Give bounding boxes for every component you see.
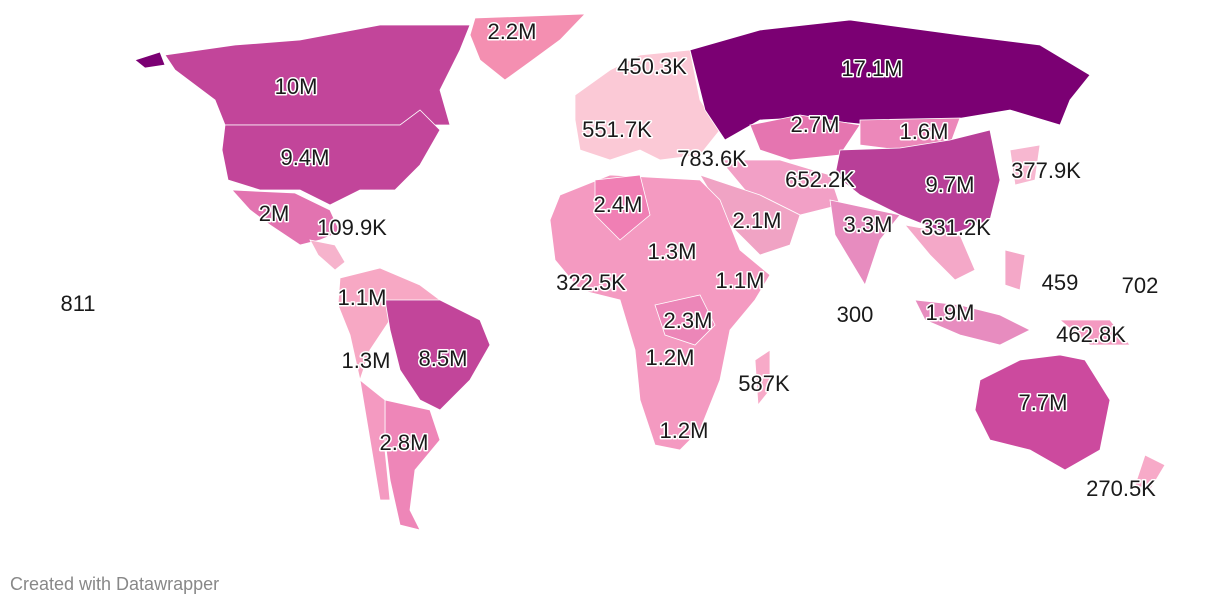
value-label: 2.1M [733,208,782,233]
value-label: 1.3M [648,239,697,264]
value-label: 270.5K [1086,476,1156,501]
value-label: 7.7M [1019,390,1068,415]
land [134,13,1166,531]
value-label: 322.5K [556,270,626,295]
value-label: 652.2K [785,167,855,192]
value-label: 459 [1042,270,1079,295]
value-label: 1.2M [660,418,709,443]
value-label: 462.8K [1056,322,1126,347]
value-label: 2.7M [791,112,840,137]
value-label: 10M [275,74,318,99]
value-label: 783.6K [677,146,747,171]
value-label: 1.9M [926,300,975,325]
value-label: 450.3K [617,54,687,79]
value-label: 2M [259,201,290,226]
value-label: 1.1M [338,285,387,310]
value-label: 551.7K [582,117,652,142]
value-label: 702 [1122,273,1159,298]
value-label: 2.3M [664,308,713,333]
value-label: 2.8M [380,430,429,455]
value-labels: 2.2M 450.3K 17.1M 10M 551.7K 2.7M 1.6M 9.4M 783.… [59,17,1160,502]
value-label: 331.2K [921,215,991,240]
value-label: 1.3M [342,348,391,373]
value-label: 1.1M [716,268,765,293]
value-label: 17.1M [841,56,902,81]
value-label: 8.5M [419,346,468,371]
value-label: 377.9K [1011,158,1081,183]
value-label: 587K [738,371,790,396]
value-label: 9.7M [926,172,975,197]
value-label: 2.4M [594,192,643,217]
value-label: 1.2M [646,345,695,370]
value-label: 9.4M [281,145,330,170]
value-label: 300 [837,302,874,327]
value-label: 811 [60,291,95,316]
value-label: 2.2M [488,19,537,44]
value-label: 1.6M [900,119,949,144]
footer: Created with Datawrapper [10,574,219,594]
value-label: 3.3M [844,212,893,237]
value-label: 109.9K [317,215,387,240]
